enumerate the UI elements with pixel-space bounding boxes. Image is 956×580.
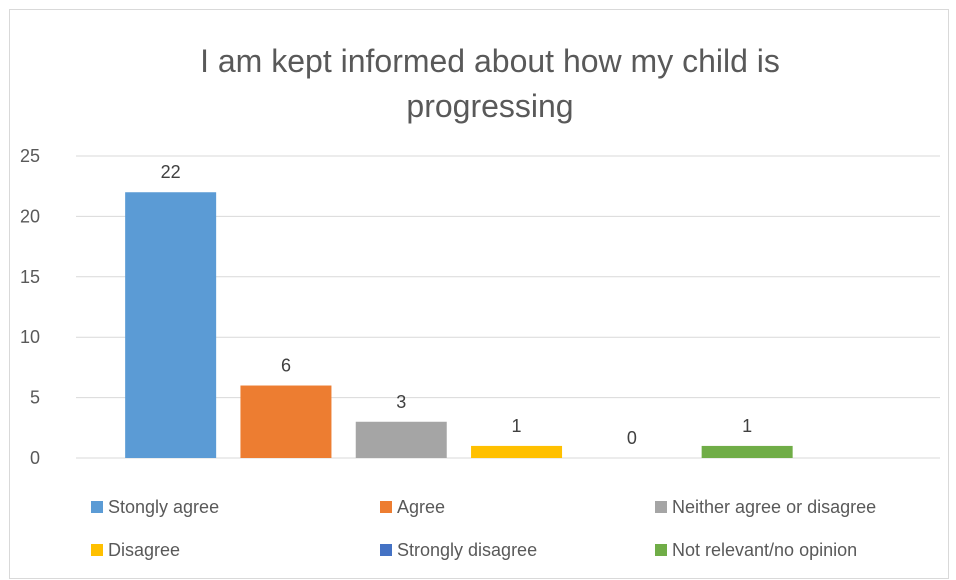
legend-item-1: Stongly agree xyxy=(91,497,219,517)
y-tick-label: 20 xyxy=(20,206,40,226)
bar-1 xyxy=(125,192,217,459)
legend-item-3: Neither agree or disagree xyxy=(655,497,876,517)
y-tick-label: 15 xyxy=(20,267,40,287)
bar-3 xyxy=(355,421,447,458)
y-tick-label: 0 xyxy=(30,448,40,468)
y-tick-label: 25 xyxy=(20,146,40,166)
data-label-1: 22 xyxy=(161,162,181,182)
data-label-4: 1 xyxy=(512,416,522,436)
bars xyxy=(125,192,793,459)
legend-item-5: Strongly disagree xyxy=(380,540,537,560)
chart-title: I am kept informed about how my child is… xyxy=(200,43,780,124)
legend-item-6: Not relevant/no opinion xyxy=(655,540,857,560)
data-label-2: 6 xyxy=(281,356,291,376)
legend-swatch xyxy=(380,501,392,513)
legend-label: Strongly disagree xyxy=(397,540,537,560)
data-label-6: 1 xyxy=(742,416,752,436)
legend-label: Not relevant/no opinion xyxy=(672,540,857,560)
legend-label: Agree xyxy=(397,497,445,517)
bar-2 xyxy=(240,385,332,458)
y-axis-ticks: 0 5 10 15 20 25 xyxy=(20,146,40,468)
y-tick-label: 5 xyxy=(30,388,40,408)
legend: Stongly agree Agree Neither agree or disag… xyxy=(91,497,876,560)
bar-chart: I am kept informed about how my child is… xyxy=(20,43,940,560)
chart-frame: I am kept informed about how my child is… xyxy=(9,9,949,579)
legend-swatch xyxy=(91,501,103,513)
y-tick-label: 10 xyxy=(20,327,40,347)
bar-6 xyxy=(701,445,793,458)
legend-swatch xyxy=(655,501,667,513)
legend-label: Disagree xyxy=(108,540,180,560)
legend-swatch xyxy=(655,544,667,556)
chart-title-line-2: progressing xyxy=(406,88,573,124)
chart-title-line-1: I am kept informed about how my child is xyxy=(200,43,780,79)
data-label-3: 3 xyxy=(396,392,406,412)
legend-label: Neither agree or disagree xyxy=(672,497,876,517)
legend-label: Stongly agree xyxy=(108,497,219,517)
gridlines xyxy=(76,155,940,459)
legend-item-4: Disagree xyxy=(91,540,180,560)
data-label-5: 0 xyxy=(627,428,637,448)
legend-swatch xyxy=(380,544,392,556)
data-labels: 22 6 3 1 0 1 xyxy=(161,162,753,448)
legend-swatch xyxy=(91,544,103,556)
bar-4 xyxy=(471,445,563,458)
legend-item-2: Agree xyxy=(380,497,445,517)
